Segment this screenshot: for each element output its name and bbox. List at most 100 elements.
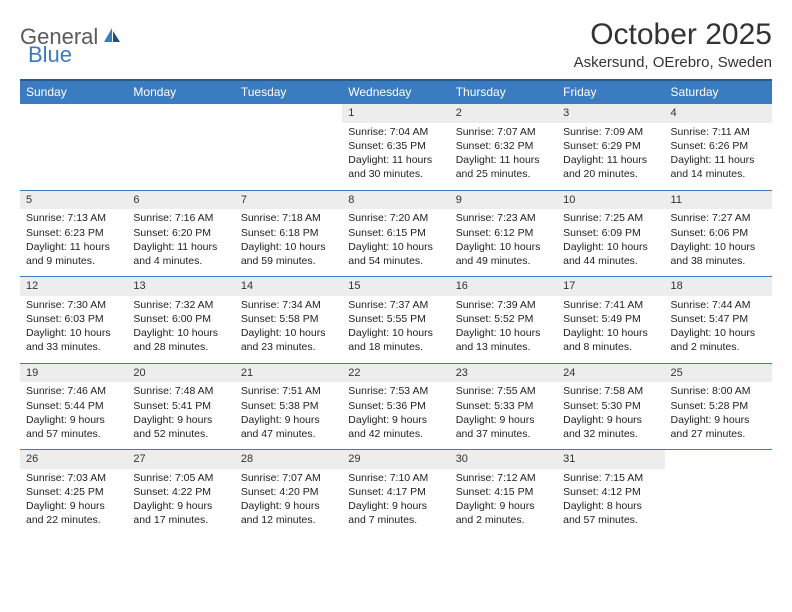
sunrise-text: Sunrise: 7:09 AM xyxy=(563,125,658,139)
weekday-header: Tuesday xyxy=(235,80,342,104)
sunrise-text: Sunrise: 7:58 AM xyxy=(563,384,658,398)
day-number: 8 xyxy=(342,191,449,210)
day-number: 2 xyxy=(450,104,557,123)
day-number: 27 xyxy=(127,450,234,469)
daylight-text: Daylight: 9 hours and 12 minutes. xyxy=(241,499,336,527)
calendar-cell xyxy=(665,450,772,536)
calendar-cell: 25Sunrise: 8:00 AMSunset: 5:28 PMDayligh… xyxy=(665,363,772,450)
calendar-cell: 8Sunrise: 7:20 AMSunset: 6:15 PMDaylight… xyxy=(342,190,449,277)
day-content: Sunrise: 7:39 AMSunset: 5:52 PMDaylight:… xyxy=(450,296,557,363)
day-content: Sunrise: 7:34 AMSunset: 5:58 PMDaylight:… xyxy=(235,296,342,363)
month-title: October 2025 xyxy=(574,18,772,52)
sunset-text: Sunset: 4:12 PM xyxy=(563,485,658,499)
day-content: Sunrise: 7:07 AMSunset: 4:20 PMDaylight:… xyxy=(235,469,342,536)
daylight-text: Daylight: 11 hours and 9 minutes. xyxy=(26,240,121,268)
day-number: 20 xyxy=(127,364,234,383)
sunrise-text: Sunrise: 7:30 AM xyxy=(26,298,121,312)
sunset-text: Sunset: 6:09 PM xyxy=(563,226,658,240)
weekday-header-row: Sunday Monday Tuesday Wednesday Thursday… xyxy=(20,80,772,104)
calendar-row: 26Sunrise: 7:03 AMSunset: 4:25 PMDayligh… xyxy=(20,450,772,536)
sunrise-text: Sunrise: 7:04 AM xyxy=(348,125,443,139)
daylight-text: Daylight: 10 hours and 54 minutes. xyxy=(348,240,443,268)
day-number: 1 xyxy=(342,104,449,123)
day-number: 26 xyxy=(20,450,127,469)
calendar-cell: 11Sunrise: 7:27 AMSunset: 6:06 PMDayligh… xyxy=(665,190,772,277)
calendar-cell: 12Sunrise: 7:30 AMSunset: 6:03 PMDayligh… xyxy=(20,277,127,364)
sunrise-text: Sunrise: 7:41 AM xyxy=(563,298,658,312)
sunset-text: Sunset: 6:35 PM xyxy=(348,139,443,153)
calendar-cell: 26Sunrise: 7:03 AMSunset: 4:25 PMDayligh… xyxy=(20,450,127,536)
day-number: 17 xyxy=(557,277,664,296)
daylight-text: Daylight: 8 hours and 57 minutes. xyxy=(563,499,658,527)
sunset-text: Sunset: 5:38 PM xyxy=(241,399,336,413)
sunrise-text: Sunrise: 7:37 AM xyxy=(348,298,443,312)
sunrise-text: Sunrise: 7:10 AM xyxy=(348,471,443,485)
day-content: Sunrise: 7:37 AMSunset: 5:55 PMDaylight:… xyxy=(342,296,449,363)
sunrise-text: Sunrise: 7:05 AM xyxy=(133,471,228,485)
sunset-text: Sunset: 6:00 PM xyxy=(133,312,228,326)
day-content: Sunrise: 7:51 AMSunset: 5:38 PMDaylight:… xyxy=(235,382,342,449)
calendar-row: 5Sunrise: 7:13 AMSunset: 6:23 PMDaylight… xyxy=(20,190,772,277)
day-content: Sunrise: 7:27 AMSunset: 6:06 PMDaylight:… xyxy=(665,209,772,276)
day-content: Sunrise: 7:23 AMSunset: 6:12 PMDaylight:… xyxy=(450,209,557,276)
day-content: Sunrise: 7:07 AMSunset: 6:32 PMDaylight:… xyxy=(450,123,557,190)
day-number: 23 xyxy=(450,364,557,383)
day-content: Sunrise: 7:53 AMSunset: 5:36 PMDaylight:… xyxy=(342,382,449,449)
weekday-header: Friday xyxy=(557,80,664,104)
daylight-text: Daylight: 9 hours and 22 minutes. xyxy=(26,499,121,527)
day-content: Sunrise: 7:20 AMSunset: 6:15 PMDaylight:… xyxy=(342,209,449,276)
day-number: 19 xyxy=(20,364,127,383)
daylight-text: Daylight: 10 hours and 23 minutes. xyxy=(241,326,336,354)
sunrise-text: Sunrise: 7:46 AM xyxy=(26,384,121,398)
sunset-text: Sunset: 5:30 PM xyxy=(563,399,658,413)
daylight-text: Daylight: 9 hours and 7 minutes. xyxy=(348,499,443,527)
day-content: Sunrise: 7:18 AMSunset: 6:18 PMDaylight:… xyxy=(235,209,342,276)
sunset-text: Sunset: 5:36 PM xyxy=(348,399,443,413)
calendar-cell: 9Sunrise: 7:23 AMSunset: 6:12 PMDaylight… xyxy=(450,190,557,277)
calendar-cell: 17Sunrise: 7:41 AMSunset: 5:49 PMDayligh… xyxy=(557,277,664,364)
calendar-cell: 30Sunrise: 7:12 AMSunset: 4:15 PMDayligh… xyxy=(450,450,557,536)
sunset-text: Sunset: 6:15 PM xyxy=(348,226,443,240)
sunset-text: Sunset: 5:47 PM xyxy=(671,312,766,326)
calendar-cell: 27Sunrise: 7:05 AMSunset: 4:22 PMDayligh… xyxy=(127,450,234,536)
calendar-cell: 15Sunrise: 7:37 AMSunset: 5:55 PMDayligh… xyxy=(342,277,449,364)
day-number: 21 xyxy=(235,364,342,383)
weekday-header: Thursday xyxy=(450,80,557,104)
weekday-header: Saturday xyxy=(665,80,772,104)
day-content: Sunrise: 7:15 AMSunset: 4:12 PMDaylight:… xyxy=(557,469,664,536)
sail-icon xyxy=(102,26,122,49)
weekday-header: Wednesday xyxy=(342,80,449,104)
day-number: 7 xyxy=(235,191,342,210)
day-number: 4 xyxy=(665,104,772,123)
day-number: 13 xyxy=(127,277,234,296)
daylight-text: Daylight: 9 hours and 27 minutes. xyxy=(671,413,766,441)
sunset-text: Sunset: 5:55 PM xyxy=(348,312,443,326)
sunrise-text: Sunrise: 7:53 AM xyxy=(348,384,443,398)
day-content: Sunrise: 7:03 AMSunset: 4:25 PMDaylight:… xyxy=(20,469,127,536)
sunset-text: Sunset: 5:33 PM xyxy=(456,399,551,413)
calendar-cell: 23Sunrise: 7:55 AMSunset: 5:33 PMDayligh… xyxy=(450,363,557,450)
sunrise-text: Sunrise: 7:18 AM xyxy=(241,211,336,225)
daylight-text: Daylight: 11 hours and 14 minutes. xyxy=(671,153,766,181)
sunrise-text: Sunrise: 7:55 AM xyxy=(456,384,551,398)
weekday-header: Sunday xyxy=(20,80,127,104)
sunset-text: Sunset: 6:23 PM xyxy=(26,226,121,240)
sunset-text: Sunset: 5:41 PM xyxy=(133,399,228,413)
calendar-cell: 4Sunrise: 7:11 AMSunset: 6:26 PMDaylight… xyxy=(665,104,772,191)
daylight-text: Daylight: 9 hours and 2 minutes. xyxy=(456,499,551,527)
day-content: Sunrise: 7:46 AMSunset: 5:44 PMDaylight:… xyxy=(20,382,127,449)
day-number: 22 xyxy=(342,364,449,383)
sunset-text: Sunset: 6:26 PM xyxy=(671,139,766,153)
day-number: 3 xyxy=(557,104,664,123)
day-content: Sunrise: 7:55 AMSunset: 5:33 PMDaylight:… xyxy=(450,382,557,449)
day-number: 14 xyxy=(235,277,342,296)
sunrise-text: Sunrise: 7:15 AM xyxy=(563,471,658,485)
calendar-cell: 1Sunrise: 7:04 AMSunset: 6:35 PMDaylight… xyxy=(342,104,449,191)
sunrise-text: Sunrise: 7:25 AM xyxy=(563,211,658,225)
calendar-cell: 20Sunrise: 7:48 AMSunset: 5:41 PMDayligh… xyxy=(127,363,234,450)
day-content: Sunrise: 7:41 AMSunset: 5:49 PMDaylight:… xyxy=(557,296,664,363)
day-content: Sunrise: 7:44 AMSunset: 5:47 PMDaylight:… xyxy=(665,296,772,363)
calendar-cell: 31Sunrise: 7:15 AMSunset: 4:12 PMDayligh… xyxy=(557,450,664,536)
sunset-text: Sunset: 6:06 PM xyxy=(671,226,766,240)
calendar-cell xyxy=(20,104,127,191)
